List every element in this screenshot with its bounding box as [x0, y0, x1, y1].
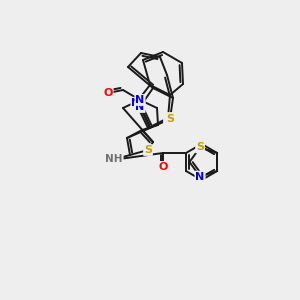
Text: N: N: [195, 172, 205, 182]
Text: N: N: [131, 98, 141, 108]
Text: N: N: [135, 95, 145, 105]
Text: O: O: [103, 88, 113, 98]
Text: S: S: [166, 114, 174, 124]
Text: S: S: [164, 113, 172, 123]
Text: NH: NH: [105, 154, 123, 164]
Text: O: O: [158, 162, 168, 172]
Text: S: S: [196, 142, 204, 152]
Text: N: N: [135, 102, 145, 112]
Text: S: S: [144, 145, 152, 155]
